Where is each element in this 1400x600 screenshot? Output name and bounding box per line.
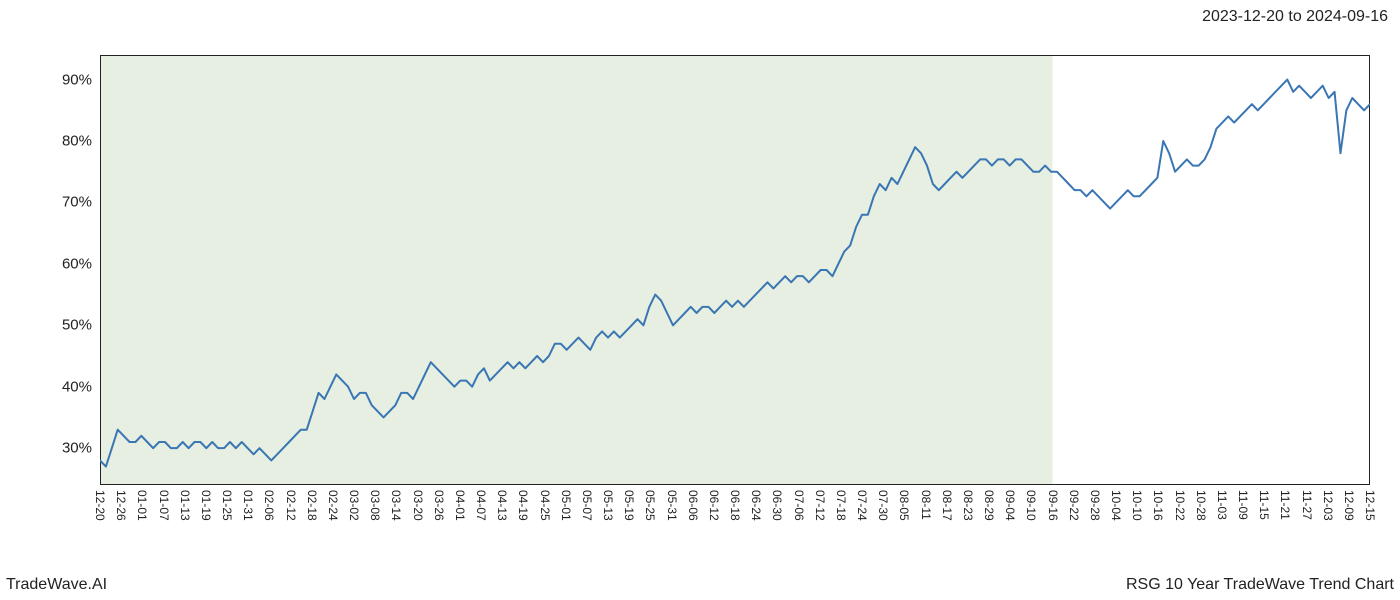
x-tick-label: 01-13 [178,490,192,521]
x-tick-label: 08-05 [897,490,911,521]
x-tick-label: 01-19 [199,490,213,521]
x-tick-label: 03-08 [368,490,382,521]
x-tick-label: 05-13 [601,490,615,521]
x-tick-label: 07-24 [855,490,869,521]
x-tick-label: 10-10 [1130,490,1144,521]
trend-chart [100,55,1370,485]
x-tick-label: 05-07 [580,490,594,521]
x-tick-label: 10-04 [1109,490,1123,521]
x-tick-label: 02-12 [284,490,298,521]
date-range-label: 2023-12-20 to 2024-09-16 [1202,8,1388,26]
x-tick-label: 09-04 [1003,490,1017,521]
x-tick-label: 11-27 [1300,490,1314,520]
chart-title: RSG 10 Year TradeWave Trend Chart [1126,576,1394,594]
x-tick-label: 01-31 [241,490,255,521]
x-tick-label: 11-09 [1236,490,1250,520]
x-tick-label: 02-06 [262,490,276,521]
x-tick-label: 04-13 [495,490,509,521]
x-tick-label: 10-28 [1194,490,1208,521]
y-tick-label: 90% [12,71,92,88]
x-tick-label: 08-17 [940,490,954,521]
x-tick-label: 06-30 [770,490,784,521]
x-tick-label: 03-14 [389,490,403,521]
x-tick-label: 11-21 [1278,490,1292,520]
x-tick-label: 07-12 [813,490,827,521]
x-tick-label: 04-19 [516,490,530,521]
x-tick-label: 12-26 [114,490,128,521]
x-tick-label: 05-19 [622,490,636,521]
y-tick-label: 70% [12,194,92,211]
x-tick-label: 03-02 [347,490,361,521]
x-tick-label: 03-26 [432,490,446,521]
brand-label: TradeWave.AI [6,576,107,594]
x-tick-label: 12-15 [1363,490,1377,521]
x-tick-label: 09-28 [1088,490,1102,521]
x-tick-label: 04-07 [474,490,488,521]
x-tick-label: 03-20 [411,490,425,521]
x-tick-label: 07-06 [792,490,806,521]
y-tick-label: 40% [12,378,92,395]
x-tick-label: 01-07 [157,490,171,521]
x-tick-label: 06-18 [728,490,742,521]
x-tick-label: 05-01 [559,490,573,521]
x-tick-label: 09-10 [1024,490,1038,521]
x-tick-label: 04-25 [538,490,552,521]
x-tick-label: 08-11 [919,490,933,520]
x-tick-label: 08-23 [961,490,975,521]
x-tick-label: 06-24 [749,490,763,521]
x-tick-label: 12-20 [93,490,107,521]
x-tick-label: 11-03 [1215,490,1229,520]
x-tick-label: 10-22 [1173,490,1187,521]
y-tick-label: 50% [12,317,92,334]
x-tick-label: 09-22 [1067,490,1081,521]
x-tick-label: 04-01 [453,490,467,521]
x-tick-label: 12-09 [1342,490,1356,521]
x-tick-label: 01-01 [135,490,149,521]
x-tick-label: 07-30 [876,490,890,521]
x-tick-label: 02-24 [326,490,340,521]
y-tick-label: 60% [12,255,92,272]
x-tick-label: 06-06 [686,490,700,521]
x-tick-label: 06-12 [707,490,721,521]
x-tick-label: 05-25 [643,490,657,521]
x-tick-label: 05-31 [665,490,679,521]
x-tick-label: 02-18 [305,490,319,521]
x-tick-label: 09-16 [1046,490,1060,521]
y-tick-label: 30% [12,440,92,457]
x-tick-label: 01-25 [220,490,234,521]
y-tick-label: 80% [12,133,92,150]
x-tick-label: 08-29 [982,490,996,521]
x-tick-label: 12-03 [1321,490,1335,521]
chart-svg [100,55,1370,485]
x-tick-label: 10-16 [1151,490,1165,521]
x-tick-label: 07-18 [834,490,848,521]
x-tick-label: 11-15 [1257,490,1271,520]
